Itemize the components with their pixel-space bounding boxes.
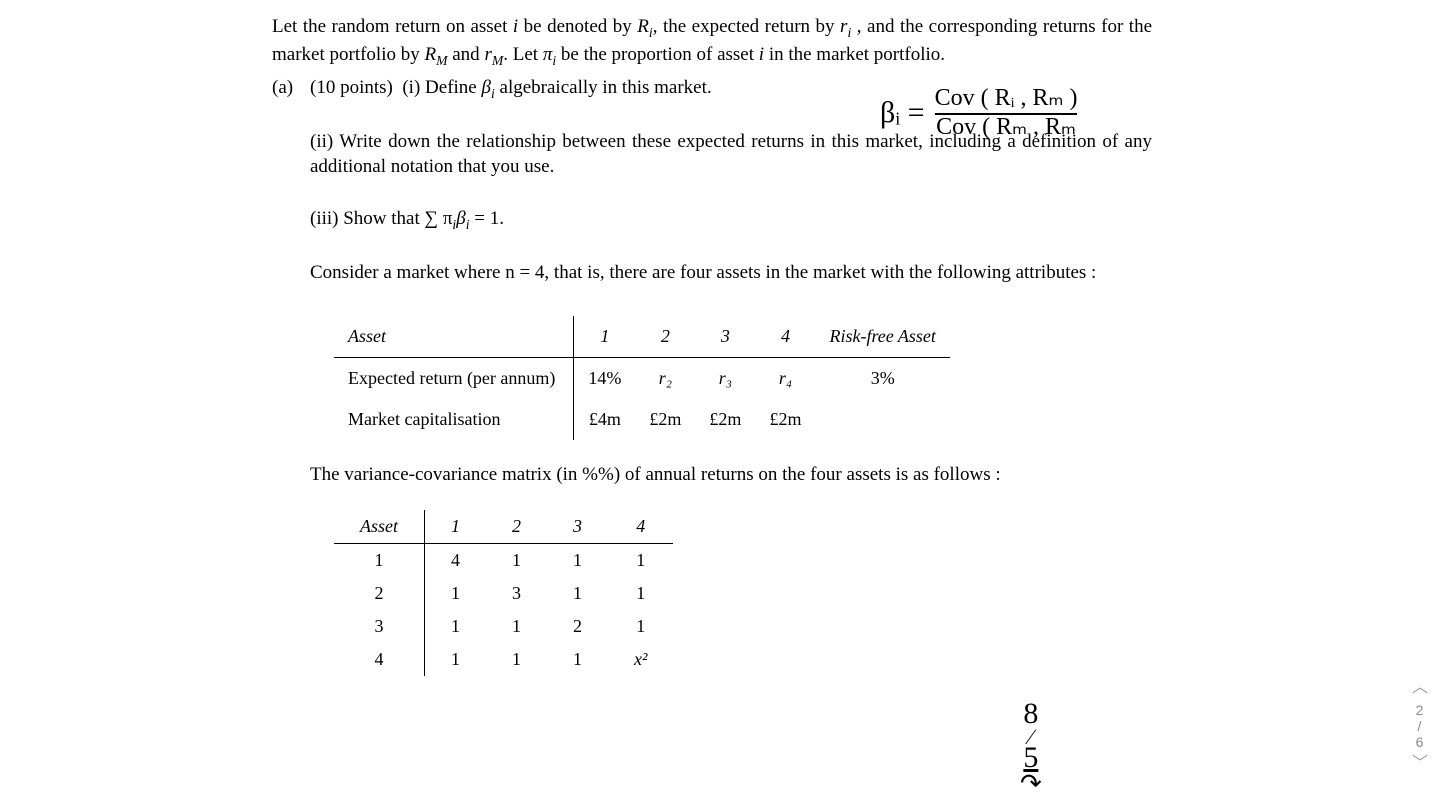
tbl1-col-1: 1 [574,316,636,358]
attributes-table: Asset 1 2 3 4 Risk-free Asset Expected r… [334,316,950,440]
tbl1-r1c5: 3% [815,357,949,399]
var-RM: R [425,44,437,65]
tbl1-r2c1: £4m [574,399,636,440]
consider-text: Consider a market where n = 4, that is, … [310,262,1096,283]
tbl2-r3-label: 3 [334,610,425,643]
intro-text: be the proportion of asset [556,44,759,65]
tbl1-r2c5 [815,399,949,440]
tbl1-r2c2: £2m [635,399,695,440]
tbl1-row1-label: Expected return (per annum) [334,357,574,399]
part-a-iii: (iii) Show that ∑ πiβi = 1. [272,206,1152,234]
var-RM-sub: M [436,53,447,68]
tbl2-r1c4: 1 [608,543,673,577]
handwriting-beta-denominator: Cov ( Rₘ , Rₘ [935,115,1078,140]
tbl1-header-asset: Asset [334,316,574,358]
intro-text: be denoted by [518,16,637,37]
tbl2-r3c4: 1 [608,610,673,643]
nav-down-button[interactable]: ﹀ [1408,756,1432,772]
beta2-symbol: β [456,208,465,229]
tbl1-col-4: 4 [755,316,815,358]
part-iii-pre: (iii) Show that [310,208,425,229]
points-label: (10 points) [310,77,393,98]
sum-symbol: ∑ π [425,208,453,229]
intro-text: Let the random return on asset [272,16,513,37]
handwriting-score-den: 5 [1020,744,1042,773]
tbl2-r4-label: 4 [334,643,425,676]
tbl2-col-4: 4 [608,510,673,544]
tbl2-col-1: 1 [425,510,487,544]
tbl1-r1c1: 14% [574,357,636,399]
var-Ri: R [637,16,649,37]
part-i-pre: (i) Define [402,77,481,98]
tbl2-r4c3: 1 [547,643,608,676]
tbl2-r2c1: 1 [425,577,487,610]
var-rM-sub: M [492,53,503,68]
tbl2-r2c3: 1 [547,577,608,610]
part-iii-eq: = 1. [470,208,504,229]
tbl2-r1c2: 1 [486,543,547,577]
tbl2-r2c2: 3 [486,577,547,610]
tbl2-r3c3: 2 [547,610,608,643]
handwriting-score-arc: ↷ [1020,772,1042,797]
beta-symbol: β [482,77,491,98]
var-pi: π [543,44,553,65]
tbl1-r2c4: £2m [755,399,815,440]
part-a-label: (a) [272,75,293,101]
intro-text: and [448,44,485,65]
tbl1-r1c2: r₂ [635,357,695,399]
page-indicator: 2 / 6 [1408,702,1432,750]
tbl2-r1c3: 1 [547,543,608,577]
handwriting-beta-numerator: Cov ( Rᵢ , Rₘ ) [935,86,1078,111]
intro-text: in the market portfolio. [764,44,945,65]
tbl2-col-3: 3 [547,510,608,544]
tbl2-r4c2: 1 [486,643,547,676]
tbl2-r1c1: 4 [425,543,487,577]
tbl2-r4c4: x² [608,643,673,676]
tbl2-r1-label: 1 [334,543,425,577]
tbl1-col-2: 2 [635,316,695,358]
tbl2-r3c2: 1 [486,610,547,643]
intro-text: . Let [503,44,543,65]
intro-text: , the expected return by [653,16,840,37]
tbl2-r2c4: 1 [608,577,673,610]
handwriting-beta-formula: βᵢ = Cov ( Rᵢ , Rₘ ) Cov ( Rₘ , Rₘ [880,86,1140,140]
var-rM: r [484,44,491,65]
vc-intro-paragraph: The variance-covariance matrix (in %%) o… [272,462,1152,488]
page-navigator: ︿ 2 / 6 ﹀ [1408,680,1432,772]
tbl1-r1c4: r₄ [755,357,815,399]
tbl1-row2-label: Market capitalisation [334,399,574,440]
vc-intro-text: The variance-covariance matrix (in %%) o… [310,464,1001,485]
covariance-table: Asset 1 2 3 4 1 4 1 1 1 2 1 3 1 1 3 1 1 … [334,510,673,676]
handwriting-beta-lhs: βᵢ = [880,96,925,130]
consider-paragraph: Consider a market where n = 4, that is, … [272,260,1152,286]
handwriting-score: 8 ⁄ 5 ↷ [1020,700,1042,797]
intro-paragraph: Let the random return on asset i be deno… [272,14,1152,71]
chevron-down-icon: ﹀ [1412,755,1428,772]
tbl1-r2c3: £2m [695,399,755,440]
tbl1-col-3: 3 [695,316,755,358]
chevron-up-icon: ︿ [1412,679,1428,696]
tbl1-col-rf: Risk-free Asset [815,316,949,358]
page-separator: / [1418,718,1423,734]
tbl2-col-2: 2 [486,510,547,544]
page-current: 2 [1416,702,1425,718]
tbl2-r2-label: 2 [334,577,425,610]
tbl1-r1c3: r₃ [695,357,755,399]
nav-up-button[interactable]: ︿ [1408,680,1432,696]
part-i-post: algebraically in this market. [495,77,712,98]
tbl2-r3c1: 1 [425,610,487,643]
page-total: 6 [1416,734,1425,750]
tbl2-r4c1: 1 [425,643,487,676]
tbl2-header-asset: Asset [334,510,425,544]
